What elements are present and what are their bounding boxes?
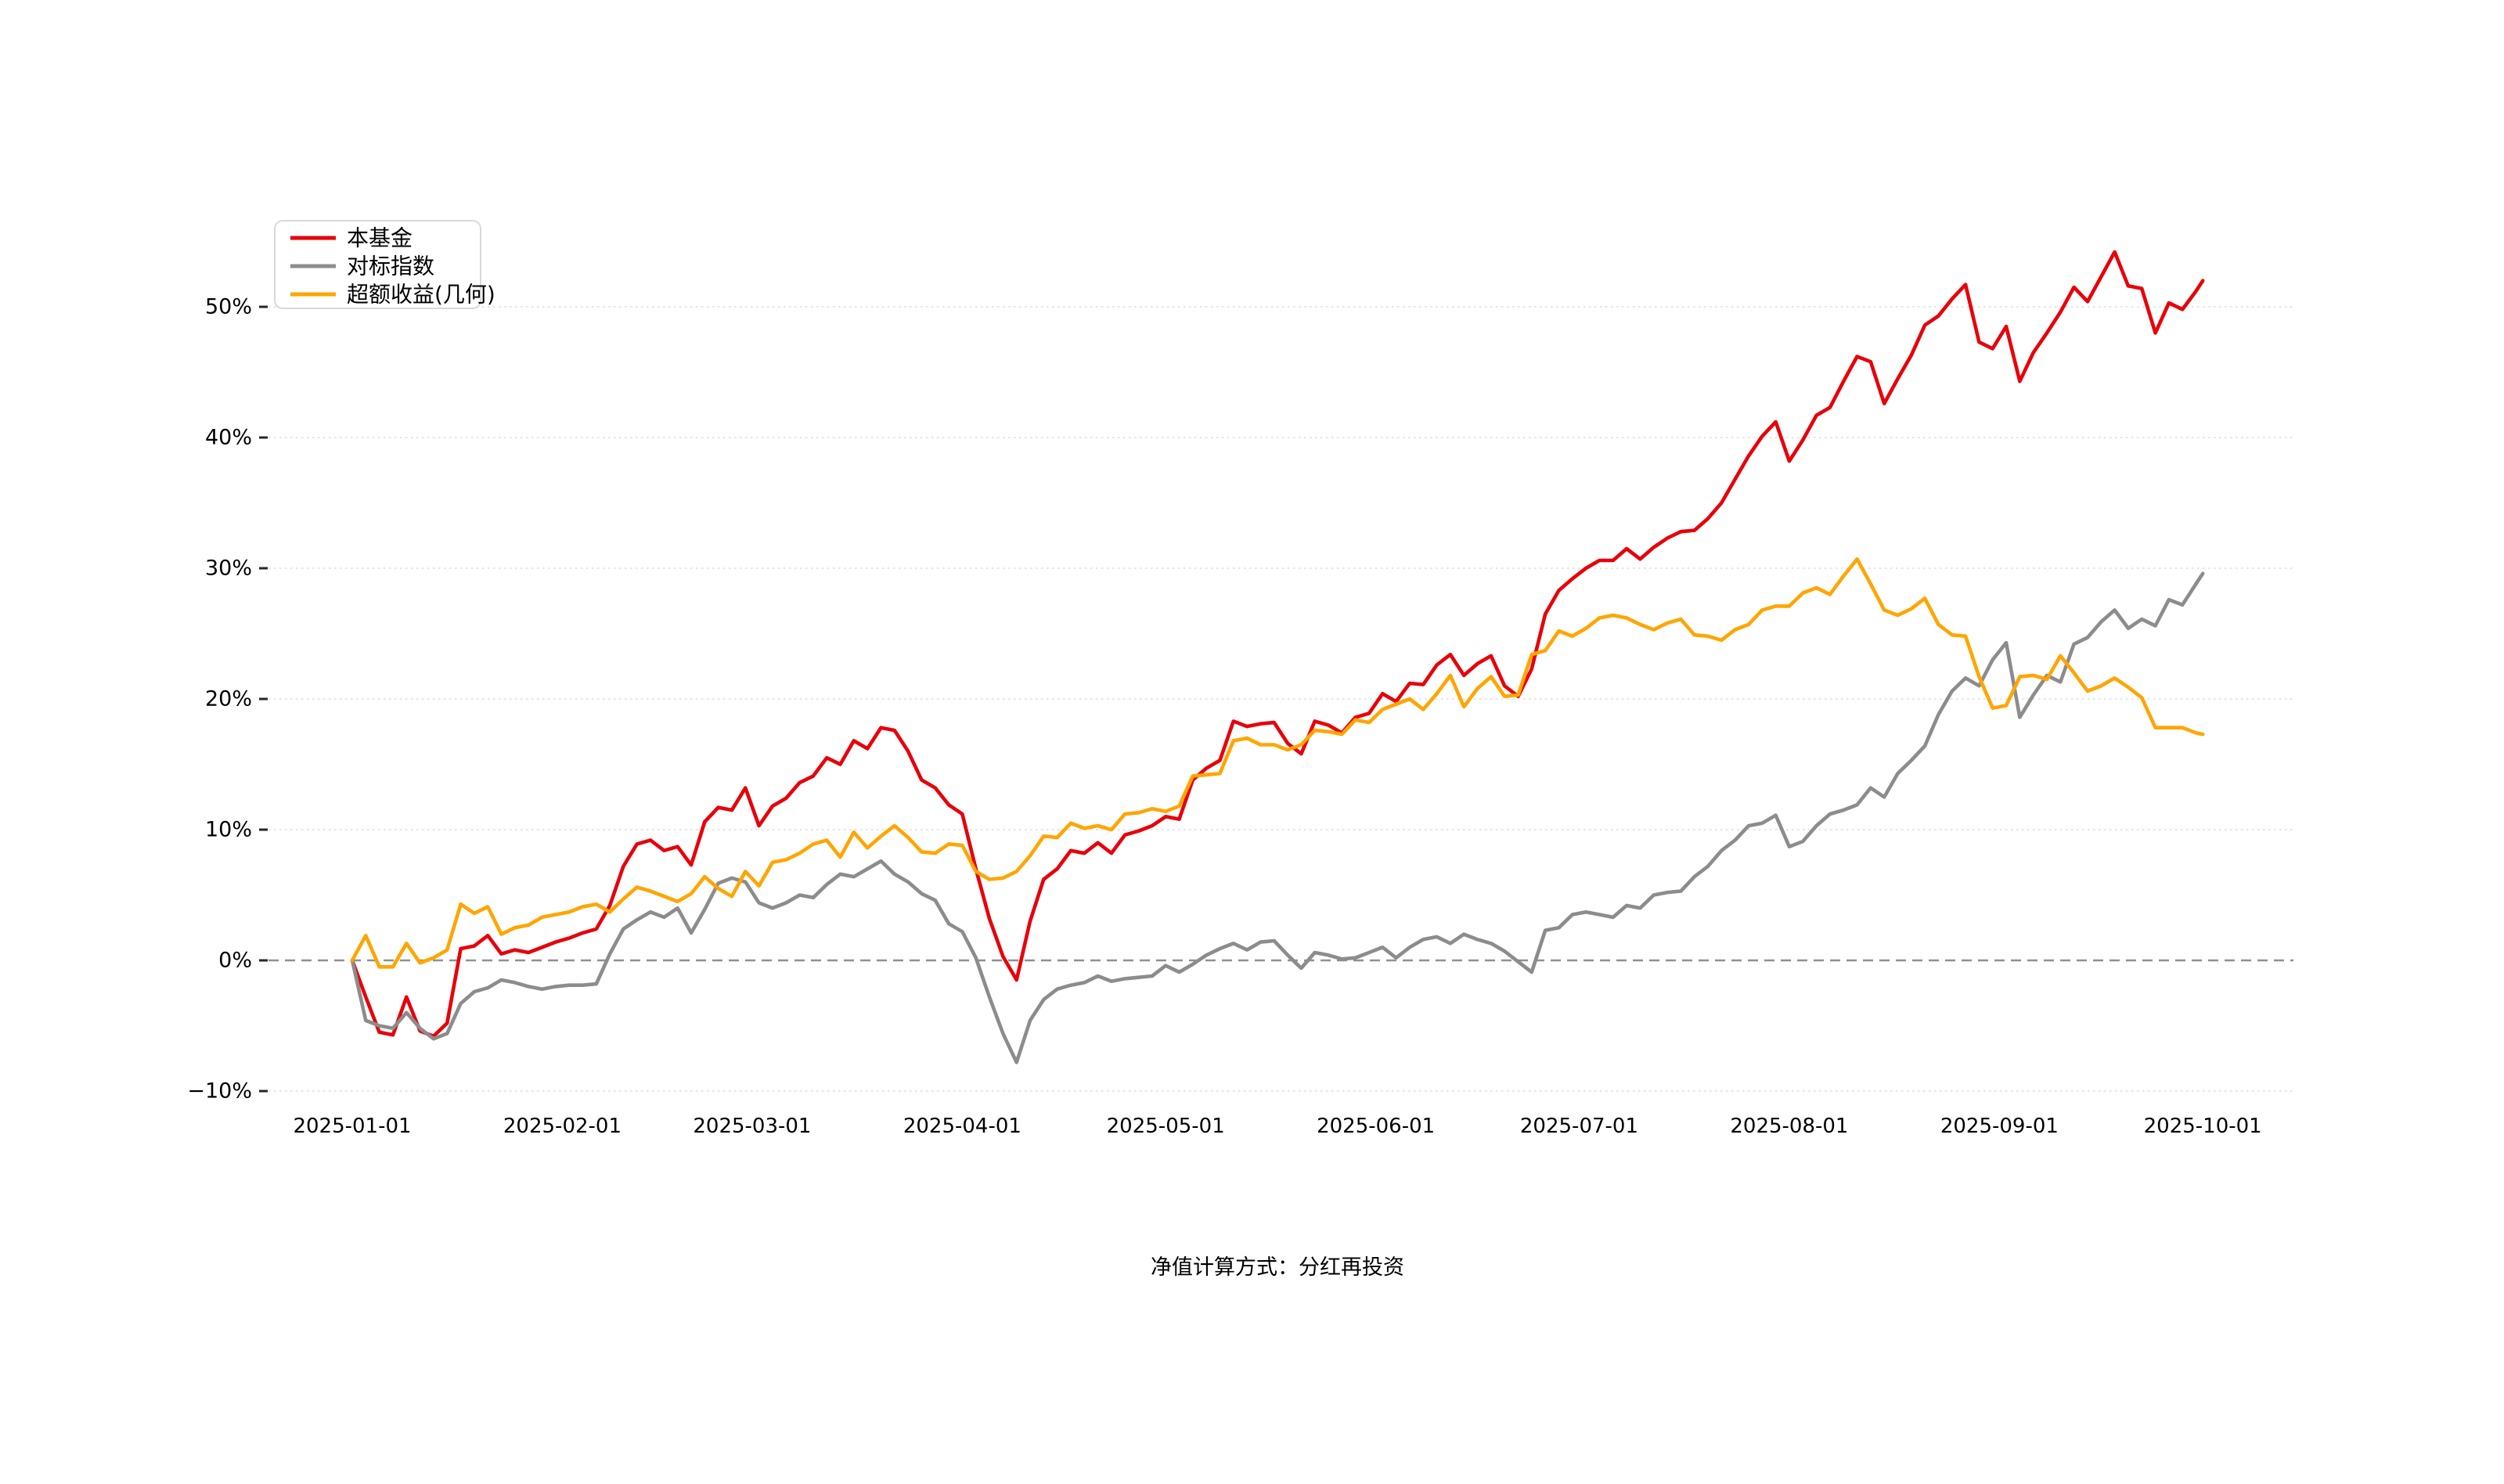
legend-box: [274, 220, 481, 309]
x-tick-label-2025-01-01: 2025-01-01: [293, 1115, 411, 1138]
x-tick-label-2025-03-01: 2025-03-01: [693, 1115, 811, 1138]
x-tick-label-2025-04-01: 2025-04-01: [903, 1115, 1021, 1138]
series-line-excess: [350, 556, 2205, 969]
legend-label-fund: 本基金: [347, 225, 413, 251]
y-tick-label-50: 50%: [205, 295, 252, 319]
series-lines: [350, 250, 2205, 1064]
series-line-fund: [350, 250, 2205, 1039]
legend-item-excess: 超额收益(几何): [290, 282, 495, 308]
y-axis: −10% 0% 10% 20% 30% 40% 50%: [187, 295, 268, 1104]
legend-label-benchmark: 对标指数: [347, 254, 434, 279]
series-line-benchmark: [350, 571, 2205, 1064]
x-tick-label-2025-02-01: 2025-02-01: [503, 1115, 621, 1138]
y-tick-label--10: −10%: [187, 1079, 252, 1104]
y-tick-label-10: 10%: [205, 818, 252, 842]
legend: 本基金 对标指数 超额收益(几何): [274, 220, 495, 309]
x-tick-label-2025-05-01: 2025-05-01: [1107, 1115, 1225, 1138]
x-axis: 2025-01-01 2025-02-01 2025-03-01 2025-04-01…: [293, 1115, 2261, 1138]
x-tick-label-2025-08-01: 2025-08-01: [1730, 1115, 1848, 1138]
x-tick-label-2025-06-01: 2025-06-01: [1317, 1115, 1435, 1138]
legend-label-excess: 超额收益(几何): [347, 282, 495, 308]
legend-item-fund: 本基金: [290, 225, 413, 251]
legend-item-benchmark: 对标指数: [290, 254, 434, 279]
x-tick-label-2025-09-01: 2025-09-01: [1940, 1115, 2059, 1138]
y-tick-label-30: 30%: [205, 556, 252, 581]
y-tick-label-20: 20%: [205, 687, 252, 711]
chart-caption: 净值计算方式：分红再投资: [1151, 1255, 1404, 1280]
x-tick-label-2025-07-01: 2025-07-01: [1520, 1115, 1638, 1138]
x-tick-label-2025-10-01: 2025-10-01: [2144, 1115, 2262, 1138]
y-tick-label-0: 0%: [218, 949, 252, 973]
y-tick-label-40: 40%: [205, 426, 252, 450]
